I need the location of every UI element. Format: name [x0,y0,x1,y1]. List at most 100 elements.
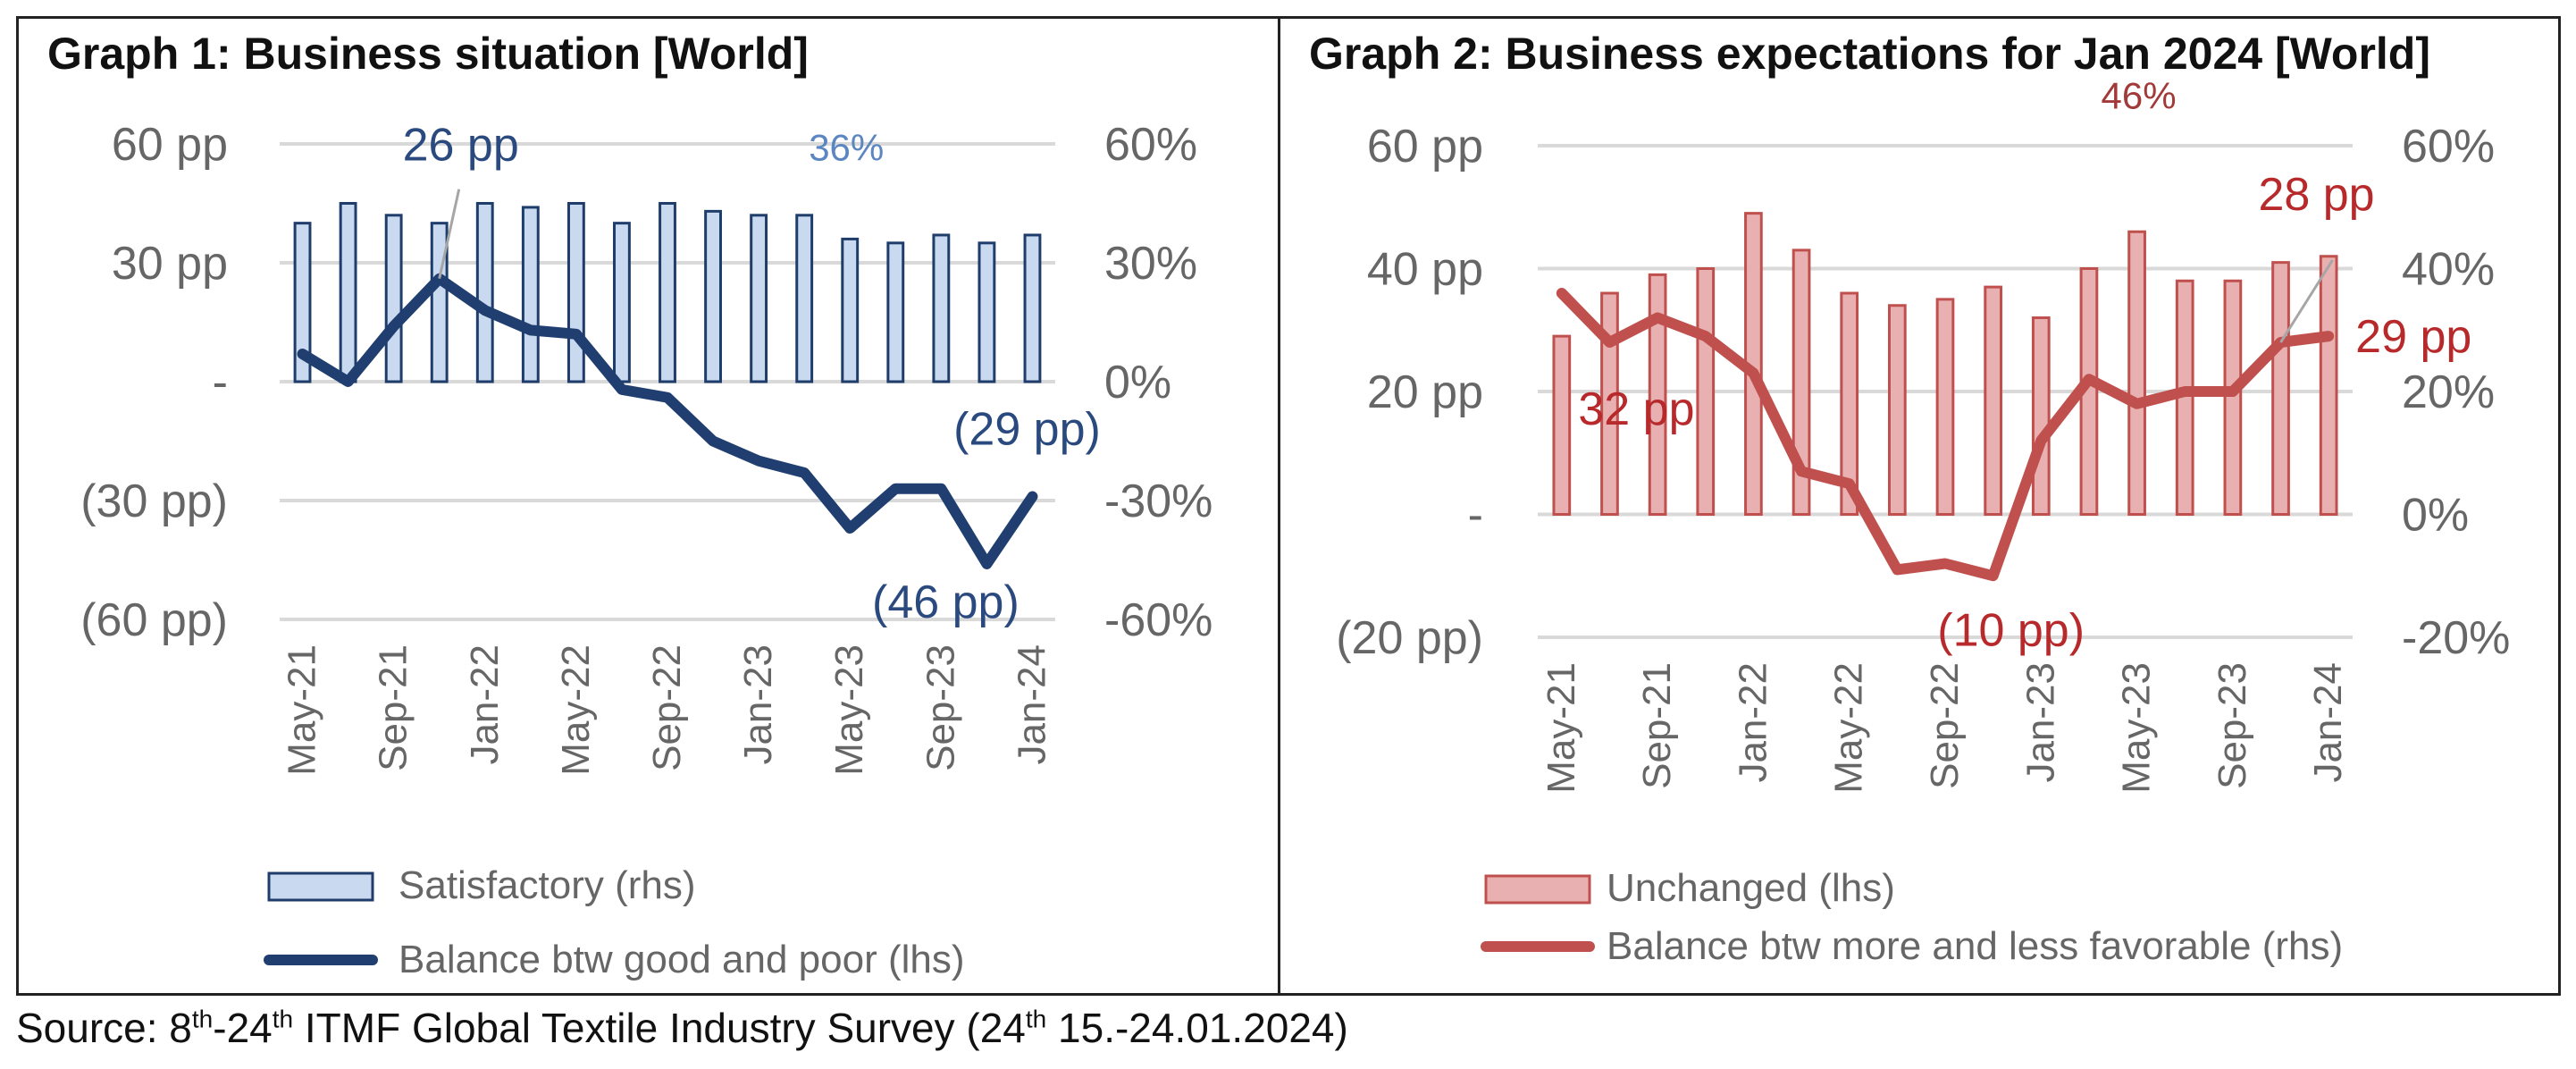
bar [1984,285,2002,516]
data-label: 29 pp [2355,311,2471,363]
bar [886,241,905,383]
bar [1648,273,1667,516]
data-label: 46% [2102,74,2177,116]
bar [841,237,860,383]
bar [750,214,768,383]
right-axis-tick-label: 20% [2402,366,2495,418]
x-axis-tick-label: Sep-23 [2211,662,2254,789]
source-mid: -24 [213,1005,273,1051]
source-mid-2: ITMF Global Textile Industry Survey (24 [293,1005,1026,1051]
left-axis-tick-label: - [213,357,228,408]
legend-bar-swatch [1484,874,1591,905]
source-sup-1: th [191,1005,214,1033]
x-axis-tick-label: May-22 [554,644,598,776]
right-axis-tick-label: 0% [1104,357,1171,408]
x-axis-tick-label: May-23 [827,644,871,776]
bar [293,222,312,383]
bar [521,206,540,383]
bar [2271,261,2290,516]
bar [1935,298,1955,516]
left-axis-tick-label: 20 pp [1367,366,1483,418]
x-axis-tick-label: Sep-21 [372,644,415,771]
bar [2127,230,2146,516]
bar [1888,304,1907,516]
source-prefix: Source: 8 [16,1005,192,1051]
source-sup-2: th [272,1005,294,1033]
right-axis-tick-label: -20% [2402,612,2510,664]
legend-bar-swatch [267,871,374,902]
left-axis-tick-label: 40 pp [1367,244,1483,296]
source-note: Source: 8th-24th ITMF Global Textile Ind… [16,1004,1348,1052]
right-axis-tick-label: 60% [2402,121,2495,173]
right-axis-tick-label: -30% [1104,476,1212,527]
data-label: 32 pp [1578,383,1694,435]
bar [566,202,585,383]
bar [2031,316,2051,516]
x-axis-tick-label: Sep-22 [645,644,689,771]
bar [1840,291,1859,516]
graph-1-chart: 60 pp 30 pp - (30 pp) (60 pp) 60% 30% 0% -30% -60… [80,119,1212,981]
x-axis-tick-label: Sep-21 [1635,662,1679,789]
bar [932,233,951,383]
right-axis-tick-label: 60% [1104,119,1197,171]
source-suffix: 15.-24.01.2024) [1046,1005,1348,1051]
left-axis-tick-label: 60 pp [1367,121,1483,173]
left-axis-tick-label: (30 pp) [80,476,228,527]
left-axis-tick-label: 60 pp [112,119,228,171]
bar [613,222,631,383]
bar [384,214,403,383]
bar [1696,267,1716,516]
x-axis-tick-label: Jan-22 [463,644,507,765]
left-axis-tick-label: 30 pp [112,238,228,290]
x-axis-tick-label: May-22 [1827,662,1871,794]
graph-1-panel: Graph 1: Business situation [World] 60 p… [16,16,1280,996]
x-axis-tick-label: Jan-22 [1731,662,1775,783]
bar [1552,334,1572,516]
right-axis-tick-label: 30% [1104,238,1197,290]
right-axis-tick-label: 0% [2402,490,2469,542]
x-axis-tick-label: Jan-23 [2018,662,2062,783]
source-sup-3: th [1025,1005,1047,1033]
bar [1600,291,1619,516]
data-label: (10 pp) [1937,604,2085,656]
data-label: (46 pp) [872,577,1019,628]
x-axis-tick-label: May-21 [1540,662,1583,794]
bar [1023,233,1042,383]
x-axis-tick-label: May-23 [2115,662,2159,794]
legend-bar-label: Satisfactory (rhs) [399,863,696,907]
left-axis-tick-label: - [1468,490,1483,542]
x-axis-tick-label: Jan-24 [2306,662,2350,783]
x-axis-tick-label: Jan-24 [1010,644,1053,765]
bar [2223,279,2243,516]
graph-2-chart: 60 pp 40 pp 20 pp - (20 pp) 60% 40% 20% 0% -20% Ma… [1336,74,2510,968]
data-label: (29 pp) [953,404,1101,456]
bar [430,222,449,383]
x-axis-tick-label: Jan-23 [736,644,780,765]
annotation-leader [438,189,461,280]
data-label: 28 pp [2258,169,2374,221]
bar [659,202,676,383]
bar [704,209,722,383]
legend-bar-label: Unchanged (lhs) [1607,866,1895,910]
bar [339,202,357,383]
graph-1-title: Graph 1: Business situation [World] [47,29,809,79]
bar [1791,248,1811,516]
right-axis-tick-label: -60% [1104,594,1212,646]
x-axis-tick-label: May-21 [281,644,324,776]
legend-line-label: Balance btw good and poor (lhs) [399,938,965,981]
graph-2-panel: Graph 2: Business expectations for Jan 2… [1278,16,2561,996]
graph-2-title: Graph 2: Business expectations for Jan 2… [1309,29,2430,79]
x-axis-tick-label: Sep-23 [919,644,962,771]
left-axis-tick-label: (20 pp) [1336,612,1483,664]
data-label: 36% [809,126,884,168]
right-axis-tick-label: 40% [2402,244,2495,296]
bar [2319,255,2338,516]
bar [978,241,996,383]
x-axis-tick-label: Sep-22 [1923,662,1967,789]
bar [475,202,494,383]
legend-line-label: Balance btw more and less favorable (rhs… [1607,924,2343,968]
data-label: 26 pp [403,120,519,172]
bar [795,214,814,383]
left-axis-tick-label: (60 pp) [80,594,228,646]
annotation-leader [2279,259,2334,343]
